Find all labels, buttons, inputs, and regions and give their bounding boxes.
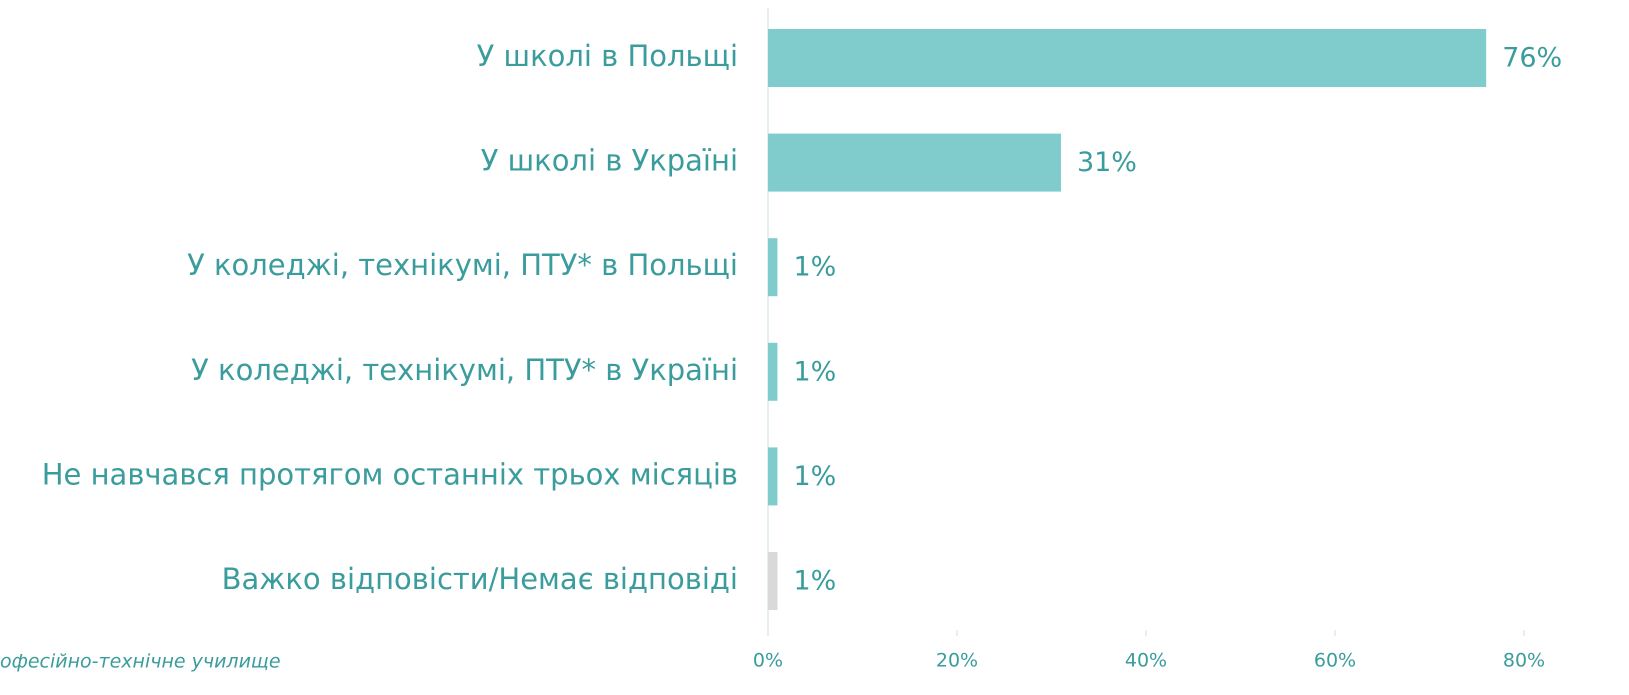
bar (768, 447, 778, 506)
category-label: У школі в Україні (481, 144, 738, 178)
x-tick-label: 60% (1314, 650, 1356, 672)
x-tick-label: 0% (753, 650, 783, 672)
bar (768, 238, 778, 297)
bar (768, 133, 1061, 192)
value-label: 1% (793, 461, 836, 492)
bar (768, 29, 1487, 87)
category-label: Важко відповісти/Немає відповіді (222, 562, 738, 596)
x-tick-label: 40% (1125, 650, 1167, 672)
category-label: У школі в Польщі (477, 39, 738, 73)
category-label: Не навчався протягом останніх трьох міся… (42, 457, 738, 491)
value-label: 76% (1502, 43, 1562, 74)
value-label: 1% (793, 566, 836, 597)
x-tick-label: 20% (936, 650, 978, 672)
value-label: 31% (1077, 147, 1137, 178)
footnote: офесійно-технічне училище (0, 651, 281, 673)
category-label: У коледжі, технікумі, ПТУ* в Україні (191, 353, 738, 387)
category-label: У коледжі, технікумі, ПТУ* в Польщі (187, 248, 738, 282)
x-tick-label: 80% (1503, 650, 1545, 672)
value-label: 1% (793, 252, 836, 283)
bar (768, 552, 778, 610)
bar (768, 342, 778, 401)
value-label: 1% (793, 356, 836, 387)
